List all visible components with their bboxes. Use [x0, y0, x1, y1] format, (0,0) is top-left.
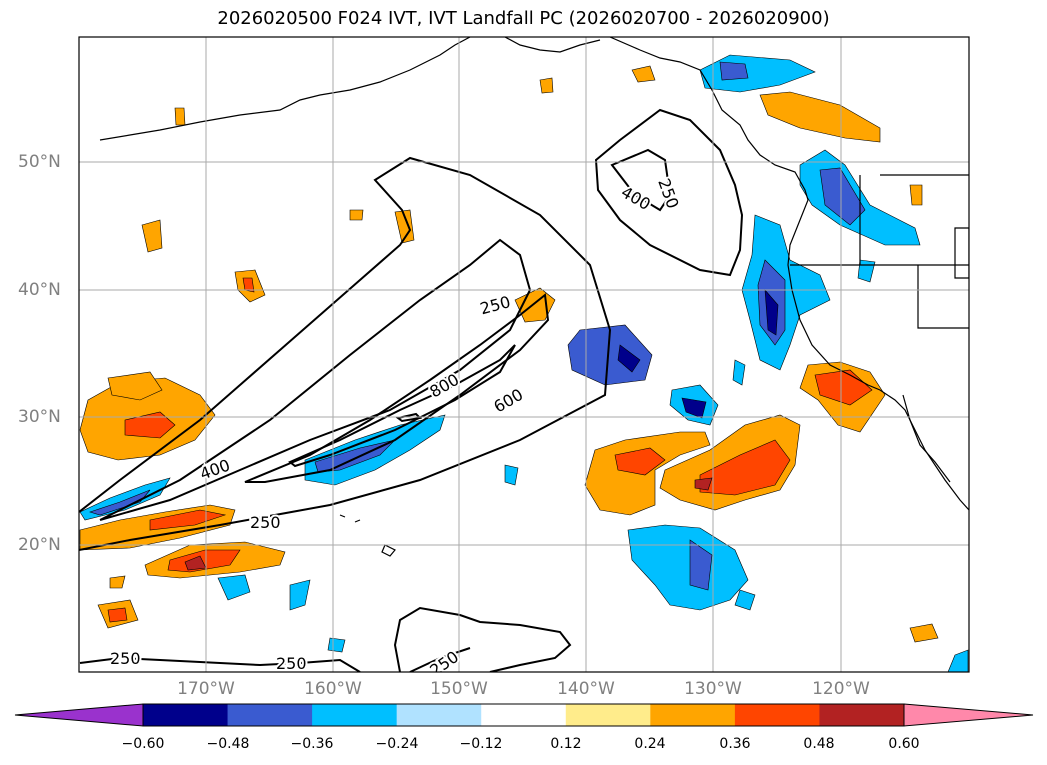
colorbar-tick-label: 0.48	[803, 736, 835, 752]
colorbar-tick-label: 0.24	[634, 736, 666, 752]
lon-label-140w: 140°W	[557, 679, 615, 699]
colorbar-tick-label: −0.36	[290, 736, 334, 752]
colorbar-segment	[312, 704, 398, 726]
colorbar-segment	[734, 704, 820, 726]
lat-label-40n: 40°N	[18, 280, 61, 300]
colorbar-tick-label: −0.24	[375, 736, 419, 752]
lon-label-170w: 170°W	[177, 679, 235, 699]
lat-label-30n: 30°N	[18, 407, 61, 427]
colorbar-segment	[565, 704, 651, 726]
colorbar-frame	[142, 703, 905, 727]
map-frame	[78, 36, 970, 673]
colorbar-tick-label: −0.48	[206, 736, 250, 752]
colorbar-segment	[396, 704, 482, 726]
map-title: 2026020500 F024 IVT, IVT Landfall PC (20…	[217, 8, 830, 29]
lon-label-150w: 150°W	[430, 679, 488, 699]
lat-label-50n: 50°N	[18, 152, 61, 172]
colorbar-tick-label: 0.60	[888, 736, 920, 752]
colorbar-segment	[650, 704, 736, 726]
coastlines	[99, 37, 969, 557]
colorbar-segment	[143, 704, 229, 726]
contour-label: 250	[250, 513, 281, 532]
colorbar-segment	[481, 704, 567, 726]
colorbar-segment	[819, 704, 905, 726]
contour-label: 250	[276, 654, 307, 673]
colorbar-tick-label: 0.36	[719, 736, 751, 752]
ivt-contours	[79, 108, 744, 672]
colorbar-tick-label: −0.12	[459, 736, 503, 752]
map-plot: 250 400 250 400 600 800 250 250 250 250	[78, 36, 970, 673]
lat-label-20n: 20°N	[18, 535, 61, 555]
lon-label-130w: 130°W	[684, 679, 742, 699]
graticule	[79, 37, 969, 672]
colorbar-extend-low	[14, 703, 144, 727]
colorbar-tick-label: −0.60	[121, 736, 165, 752]
contour-label: 250	[110, 649, 141, 668]
colorbar-segment	[227, 704, 313, 726]
positive-pc-regions	[79, 65, 939, 643]
lon-label-160w: 160°W	[304, 679, 362, 699]
colorbar-extend-high	[903, 703, 1034, 727]
colorbar-tick-label: 0.12	[550, 736, 582, 752]
lon-label-120w: 120°W	[812, 679, 870, 699]
